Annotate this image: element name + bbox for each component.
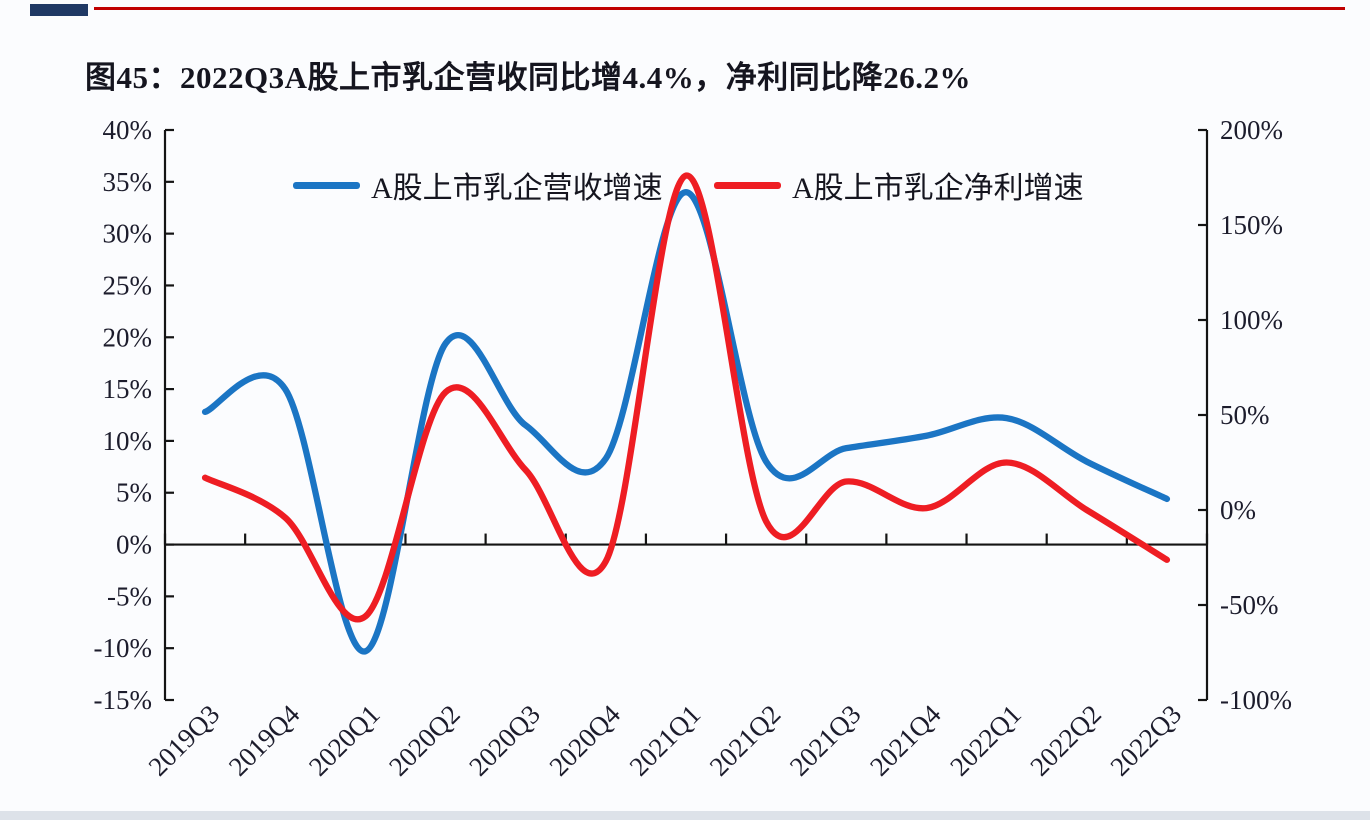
svg-text:2019Q3: 2019Q3 (143, 699, 226, 782)
decor-navy-block (30, 4, 88, 16)
svg-text:35%: 35% (103, 167, 153, 197)
svg-text:2021Q2: 2021Q2 (704, 699, 787, 782)
svg-text:2021Q3: 2021Q3 (784, 699, 867, 782)
y-axis-left-labels: 40% 35% 30% 25% 20% 15% 10% 5% 0% -5% -10% -15% (94, 115, 152, 715)
x-axis-labels: 2019Q32019Q42020Q12020Q22020Q32020Q42021… (143, 699, 1188, 782)
y-axis-right-ticks (1198, 128, 1207, 702)
svg-text:2019Q4: 2019Q4 (223, 699, 306, 782)
svg-text:2021Q1: 2021Q1 (624, 699, 707, 782)
svg-text:2020Q1: 2020Q1 (303, 699, 386, 782)
y-axis-right-labels: 200% 150% 100% 50% 0% -50% -100% (1220, 115, 1292, 715)
svg-text:0%: 0% (116, 530, 152, 560)
svg-text:20%: 20% (103, 322, 153, 352)
decor-red-rule (94, 7, 1345, 10)
svg-text:2022Q1: 2022Q1 (944, 699, 1027, 782)
svg-text:2022Q3: 2022Q3 (1104, 699, 1187, 782)
chart-title: 图45：2022Q3A股上市乳企营收同比增4.4%，净利同比降26.2% (85, 60, 971, 95)
svg-text:50%: 50% (1220, 400, 1270, 430)
svg-text:2020Q2: 2020Q2 (383, 699, 466, 782)
axes (163, 130, 1209, 700)
svg-text:5%: 5% (116, 478, 152, 508)
svg-text:-15%: -15% (94, 685, 152, 715)
decor-bottom-strip (0, 811, 1370, 820)
svg-text:2021Q4: 2021Q4 (864, 699, 947, 782)
svg-text:40%: 40% (103, 115, 153, 145)
x-axis-ticks (163, 533, 1209, 545)
svg-text:-50%: -50% (1220, 590, 1278, 620)
svg-text:30%: 30% (103, 219, 153, 249)
svg-text:-5%: -5% (107, 581, 152, 611)
svg-text:15%: 15% (103, 374, 153, 404)
svg-text:200%: 200% (1220, 115, 1283, 145)
svg-text:-10%: -10% (94, 633, 152, 663)
y-axis-left-ticks (165, 128, 174, 702)
svg-text:25%: 25% (103, 270, 153, 300)
svg-text:0%: 0% (1220, 495, 1256, 525)
svg-text:10%: 10% (103, 426, 153, 456)
svg-text:2020Q4: 2020Q4 (543, 699, 626, 782)
svg-text:150%: 150% (1220, 210, 1283, 240)
svg-text:2020Q3: 2020Q3 (463, 699, 546, 782)
svg-text:2022Q2: 2022Q2 (1024, 699, 1107, 782)
svg-text:-100%: -100% (1220, 685, 1292, 715)
svg-text:100%: 100% (1220, 305, 1283, 335)
series-lines (201, 172, 1171, 655)
